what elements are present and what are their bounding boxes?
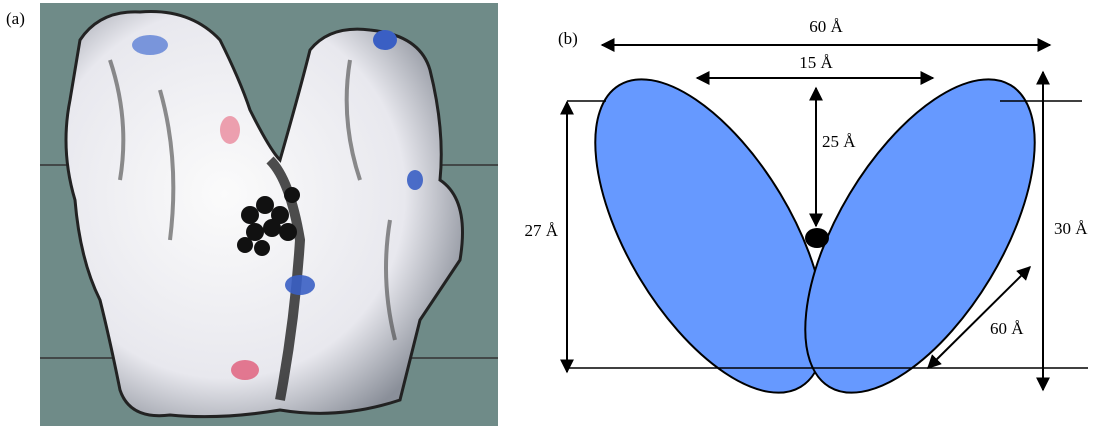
dimension-label: 15 Å [799,53,833,72]
dimension-label: 30 Å [1054,219,1088,238]
protein-surface-image [40,3,498,426]
lobes-diagram [549,43,1088,426]
panel-label: (a) [6,9,25,28]
dimension-label: 60 Å [990,319,1024,338]
panel-label: (b) [558,29,578,48]
dimension-label: 60 Å [809,17,843,36]
dimension-label: 25 Å [822,132,856,151]
page: {"panel_a": {"label": "(a)"}, "panel_b":… [0,0,1102,426]
dimension-label: 27 Å [524,221,558,240]
figure: (a) (b) 60 Å 15 Å 25 Å [0,0,1102,426]
